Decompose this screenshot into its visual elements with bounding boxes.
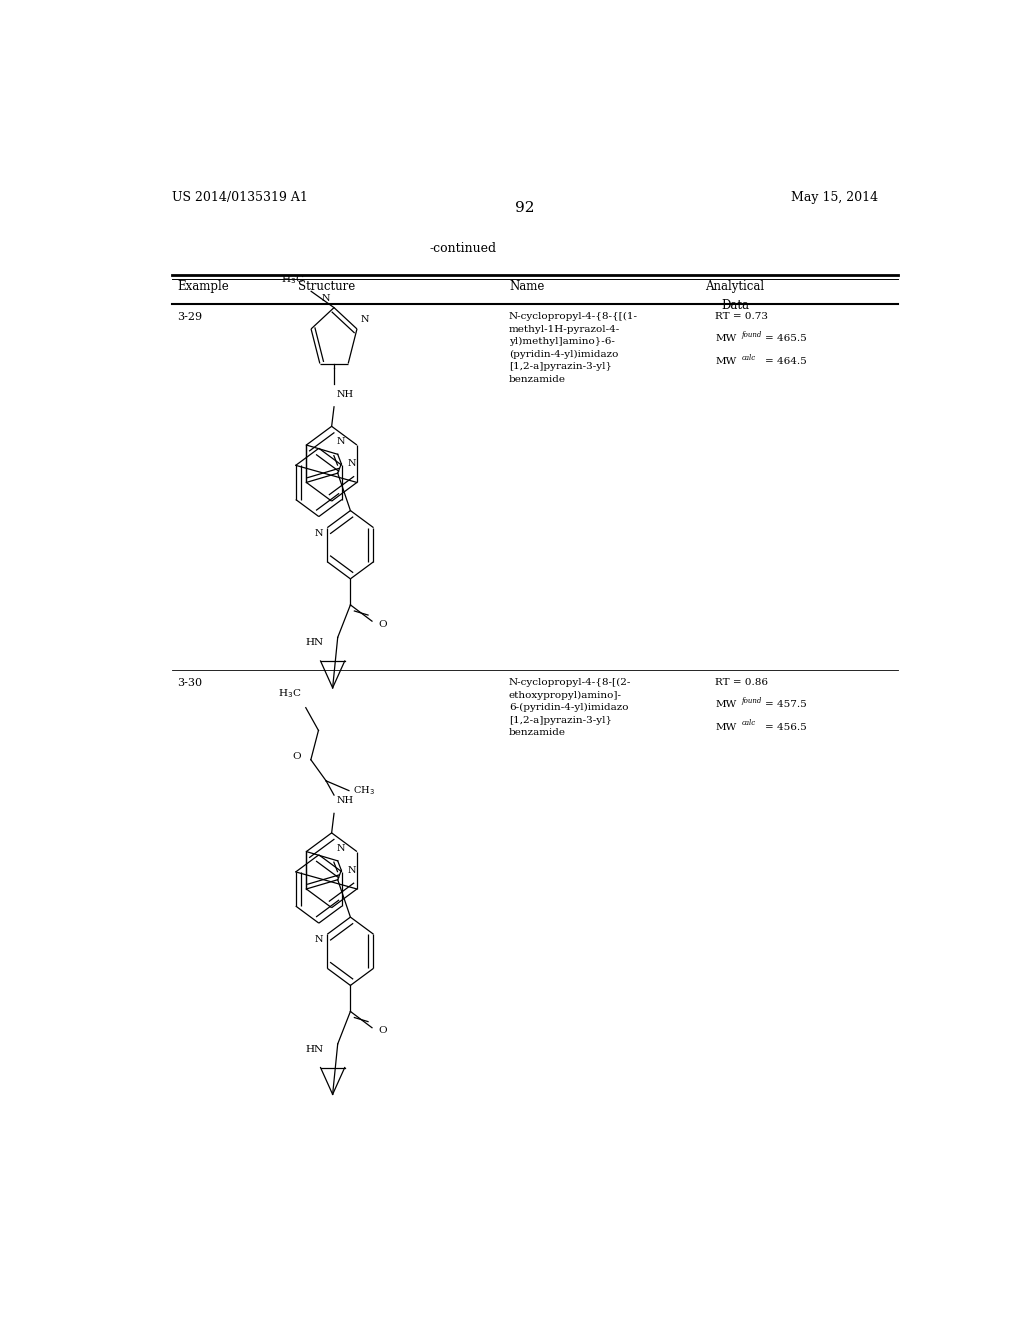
Text: Structure: Structure — [298, 280, 355, 293]
Text: N: N — [322, 293, 330, 302]
Text: calc: calc — [741, 719, 756, 727]
Text: Analytical: Analytical — [706, 280, 765, 293]
Text: found: found — [741, 697, 762, 705]
Text: NH: NH — [337, 389, 353, 399]
Text: N: N — [348, 459, 356, 469]
Text: N: N — [337, 843, 345, 853]
Text: MW: MW — [715, 334, 736, 343]
Text: MW: MW — [715, 722, 736, 731]
Text: Data: Data — [721, 298, 750, 312]
Text: MW: MW — [715, 700, 736, 709]
Text: Example: Example — [177, 280, 229, 293]
Text: N-cyclopropyl-4-{8-{[(1-
methyl-1H-pyrazol-4-
yl)methyl]amino}-6-
(pyridin-4-yl): N-cyclopropyl-4-{8-{[(1- methyl-1H-pyraz… — [509, 312, 638, 384]
Text: N: N — [337, 437, 345, 446]
Text: N-cyclopropyl-4-{8-[(2-
ethoxypropyl)amino]-
6-(pyridin-4-yl)imidazo
[1,2-a]pyra: N-cyclopropyl-4-{8-[(2- ethoxypropyl)ami… — [509, 677, 632, 738]
Text: CH$_3$: CH$_3$ — [353, 784, 375, 797]
Text: US 2014/0135319 A1: US 2014/0135319 A1 — [172, 191, 307, 203]
Text: calc: calc — [741, 354, 756, 362]
Text: = 465.5: = 465.5 — [765, 334, 807, 343]
Text: = 464.5: = 464.5 — [765, 356, 807, 366]
Text: H$_3$C: H$_3$C — [279, 686, 302, 700]
Text: = 457.5: = 457.5 — [765, 700, 807, 709]
Text: NH: NH — [337, 796, 353, 805]
Text: N: N — [314, 529, 324, 537]
Text: HN: HN — [305, 1044, 324, 1053]
Text: O: O — [378, 1026, 387, 1035]
Text: HN: HN — [305, 638, 324, 647]
Text: O: O — [378, 619, 387, 628]
Text: 3-30: 3-30 — [177, 677, 203, 688]
Text: May 15, 2014: May 15, 2014 — [791, 191, 878, 203]
Text: -continued: -continued — [430, 242, 497, 255]
Text: N: N — [348, 866, 356, 875]
Text: RT = 0.86: RT = 0.86 — [715, 677, 768, 686]
Text: 92: 92 — [515, 201, 535, 215]
Text: found: found — [741, 331, 762, 339]
Text: N: N — [360, 315, 370, 323]
Text: = 456.5: = 456.5 — [765, 722, 807, 731]
Text: N: N — [314, 936, 324, 944]
Text: Name: Name — [509, 280, 545, 293]
Text: H$_3$C: H$_3$C — [282, 273, 305, 286]
Text: 3-29: 3-29 — [177, 312, 203, 322]
Text: RT = 0.73: RT = 0.73 — [715, 312, 768, 321]
Text: O: O — [293, 752, 301, 762]
Text: MW: MW — [715, 356, 736, 366]
